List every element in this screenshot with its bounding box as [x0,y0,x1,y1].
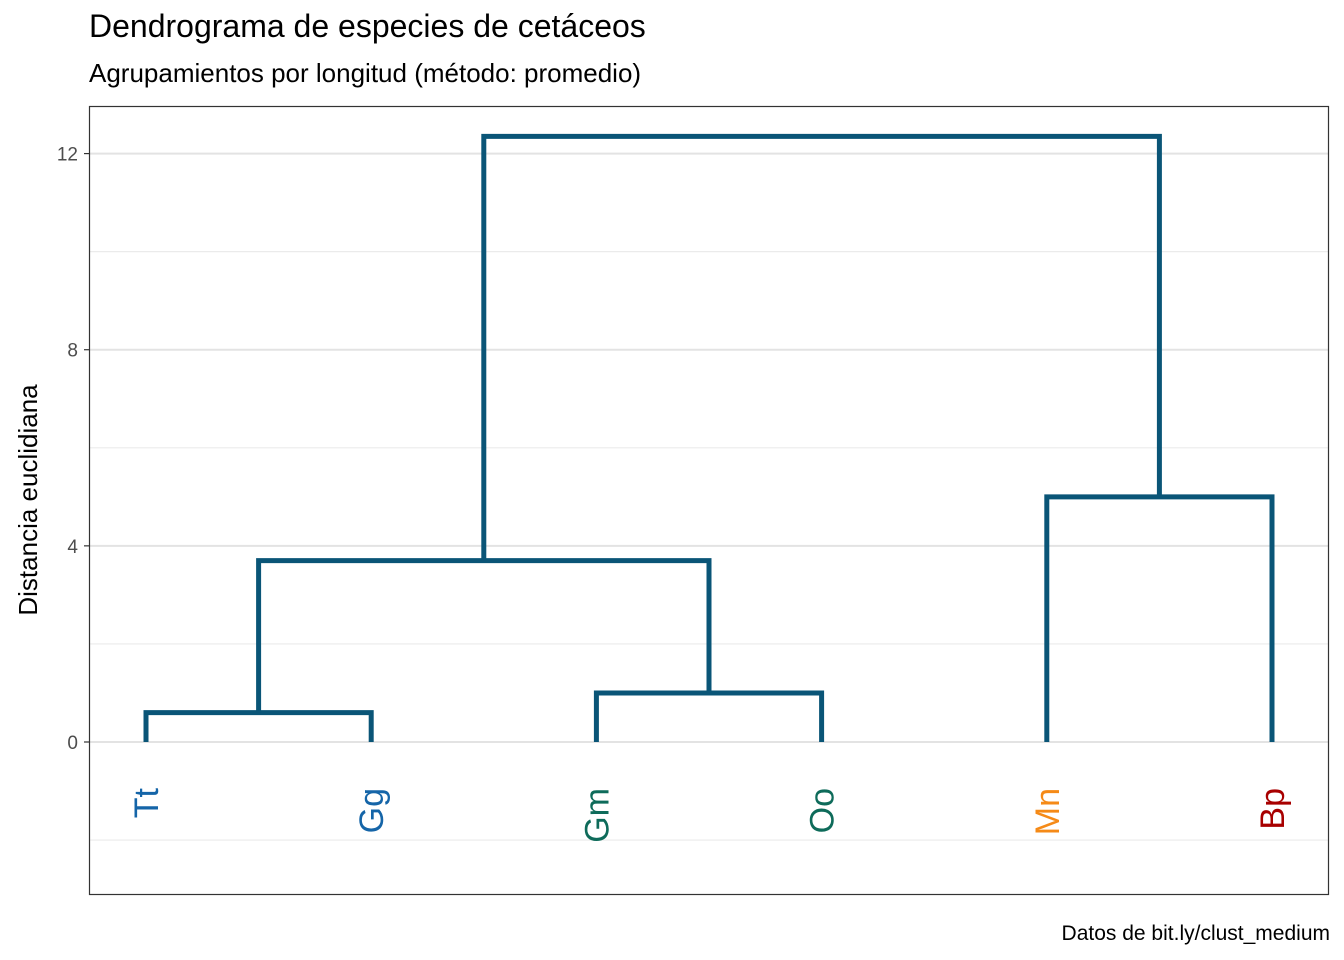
leaf-label-mn: Mn [1029,788,1067,835]
leaf-label-oo: Oo [804,788,842,833]
leaf-labels: Tt Gg Gm Oo Mn Bp [128,787,1292,842]
y-tick-label: 0 [67,733,78,754]
leaf-label-tt: Tt [128,787,166,818]
dendrogram-branch [143,710,374,742]
dendrogram-branch [593,690,825,742]
y-axis-title: Distancia euclidiana [13,384,43,616]
panel-border [88,105,1330,896]
chart-subtitle: Agrupamientos por longitud (método: prom… [89,58,642,88]
leaf-label-gm: Gm [578,788,616,843]
y-axis: 0 4 8 12 [57,145,90,754]
dendrogram-branch [1044,494,1275,742]
dendrogram-branch [256,558,712,713]
chart-title: Dendrograma de especies de cetáceos [89,8,646,44]
grid-lines [90,152,1328,841]
leaf-label-bp: Bp [1254,788,1292,830]
y-tick-label: 4 [67,537,78,558]
y-tick-label: 8 [67,341,78,362]
caption: Datos de bit.ly/clust_medium [1061,922,1330,945]
y-tick-label: 12 [57,145,78,166]
dendrogram-branch [481,133,1162,561]
dendrogram-branches [143,133,1275,742]
leaf-label-gg: Gg [353,788,391,833]
